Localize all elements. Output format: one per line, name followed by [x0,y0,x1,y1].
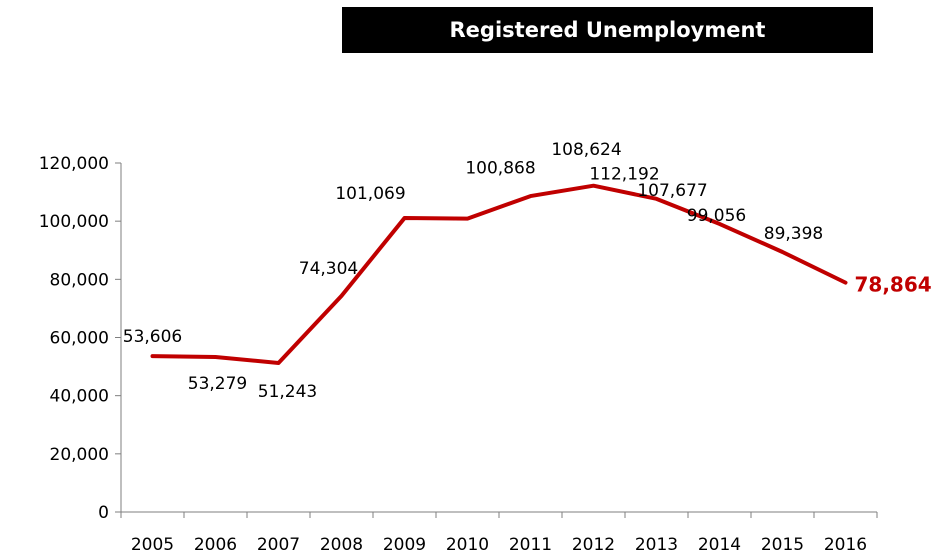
x-tick-label: 2014 [698,535,741,555]
data-label: 74,304 [299,259,358,279]
y-tick-label: 40,000 [50,387,109,407]
data-point [844,281,848,285]
x-tick-label: 2012 [572,535,615,555]
x-tick-label: 2016 [824,535,867,555]
y-tick-label: 0 [98,503,109,523]
data-point [151,354,155,358]
data-label: 51,243 [258,382,317,402]
x-tick-label: 2008 [320,535,363,555]
chart-title: Registered Unemployment [342,7,873,53]
x-tick-label: 2010 [446,535,489,555]
y-tick-label: 60,000 [50,329,109,349]
x-tick-label: 2007 [257,535,300,555]
data-label: 53,279 [188,374,247,394]
data-label: 100,868 [465,159,535,179]
data-label: 112,192 [589,165,659,185]
y-tick-label: 80,000 [50,270,109,290]
data-label: 78,864 [855,273,932,297]
data-label: 107,677 [637,181,707,201]
y-tick-label: 20,000 [50,445,109,465]
data-point [340,294,344,298]
data-point [529,194,533,198]
y-tick-label: 120,000 [39,154,109,174]
data-point [466,217,470,221]
y-tick-label: 100,000 [39,212,109,232]
series-line [150,183,848,365]
data-point [277,361,281,365]
data-label: 101,069 [335,184,405,204]
data-point [403,216,407,220]
data-point [214,355,218,359]
data-point [781,250,785,254]
x-tick-label: 2011 [509,535,552,555]
x-tick-label: 2015 [761,535,804,555]
data-label: 53,606 [123,327,182,347]
x-tick-label: 2013 [635,535,678,555]
data-label: 89,398 [764,224,823,244]
data-label: 99,056 [687,206,746,226]
x-tick-label: 2009 [383,535,426,555]
x-tick-label: 2006 [194,535,237,555]
data-label: 108,624 [551,140,621,160]
x-tick-label: 2005 [131,535,174,555]
